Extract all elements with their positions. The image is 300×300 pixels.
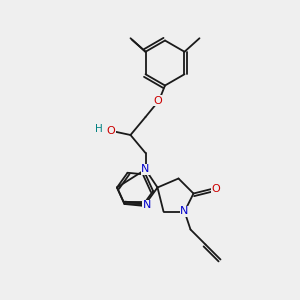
Text: N: N — [180, 206, 189, 217]
Text: O: O — [212, 184, 220, 194]
Text: O: O — [106, 125, 116, 136]
Text: N: N — [143, 200, 151, 211]
Text: H: H — [95, 124, 103, 134]
Text: N: N — [141, 164, 150, 175]
Text: O: O — [153, 95, 162, 106]
